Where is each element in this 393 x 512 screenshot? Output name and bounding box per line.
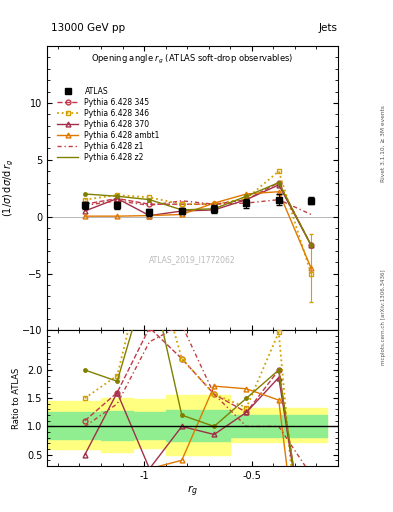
Text: mcplots.cern.ch [arXiv:1306.3436]: mcplots.cern.ch [arXiv:1306.3436] (381, 270, 386, 365)
X-axis label: $r_g$: $r_g$ (187, 483, 198, 499)
Y-axis label: $(1/\sigma)\,{\rm d}\sigma/{\rm d}\,r_g$: $(1/\sigma)\,{\rm d}\sigma/{\rm d}\,r_g$ (2, 159, 17, 218)
Legend: ATLAS, Pythia 6.428 345, Pythia 6.428 346, Pythia 6.428 370, Pythia 6.428 ambt1,: ATLAS, Pythia 6.428 345, Pythia 6.428 34… (54, 84, 163, 164)
Y-axis label: Ratio to ATLAS: Ratio to ATLAS (12, 368, 21, 429)
Text: ATLAS_2019_I1772062: ATLAS_2019_I1772062 (149, 255, 236, 264)
Text: Jets: Jets (319, 23, 338, 33)
Text: Opening angle $r_g$ (ATLAS soft-drop observables): Opening angle $r_g$ (ATLAS soft-drop obs… (92, 53, 294, 66)
Text: 13000 GeV pp: 13000 GeV pp (51, 23, 125, 33)
Text: Rivet 3.1.10, ≥ 3M events: Rivet 3.1.10, ≥ 3M events (381, 105, 386, 182)
